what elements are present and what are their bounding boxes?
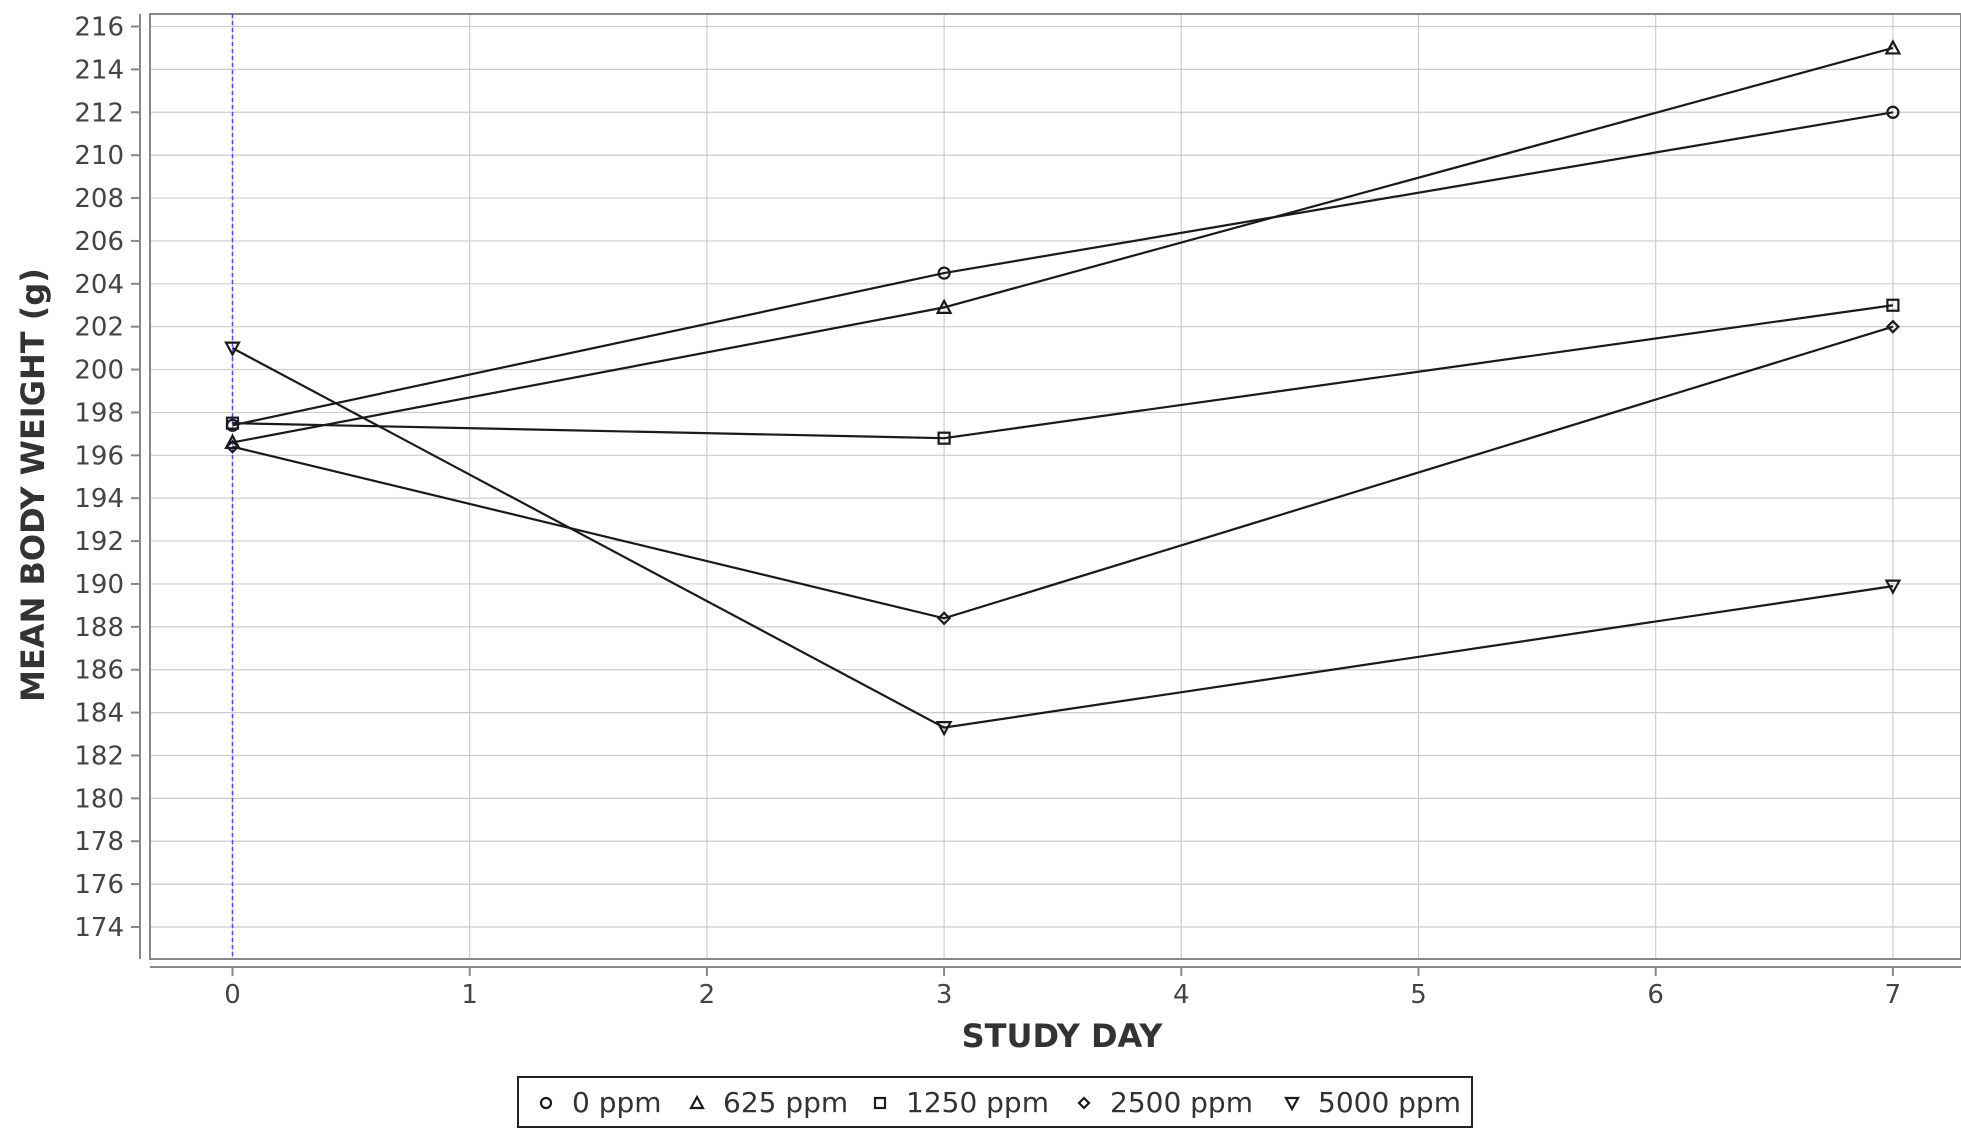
x-tick-label: 2: [699, 980, 716, 1010]
y-tick-label: 214: [74, 55, 124, 85]
y-tick-label: 204: [74, 270, 124, 300]
legend-label: 0 ppm: [572, 1086, 662, 1119]
legend-label: 5000 ppm: [1318, 1086, 1461, 1119]
y-tick-label: 196: [74, 441, 124, 471]
y-tick-label: 180: [74, 784, 124, 814]
x-tick-label: 1: [461, 980, 478, 1010]
x-tick-label: 7: [1885, 980, 1902, 1010]
y-tick-label: 200: [74, 356, 124, 386]
legend-label: 1250 ppm: [906, 1086, 1049, 1119]
data-point: [935, 298, 953, 314]
y-tick-label: 202: [74, 313, 124, 343]
series-5000-ppm: [224, 341, 1902, 737]
data-point: [1884, 579, 1902, 595]
legend-marker-icon: [1284, 1096, 1300, 1112]
data-point: [1886, 105, 1900, 119]
y-tick-label: 192: [74, 527, 124, 557]
legend-box: [517, 1076, 1473, 1128]
y-tick-label: 176: [74, 870, 124, 900]
y-axis-ticks: 174 176 178 180 182 184 186 188 190 192 194 196 198 2…: [74, 13, 140, 943]
data-point: [937, 611, 952, 626]
y-tick-label: 186: [74, 656, 124, 686]
legend-label: 2500 ppm: [1110, 1086, 1253, 1119]
legend-marker-icon: [689, 1094, 705, 1110]
data-point: [225, 439, 240, 454]
y-tick-label: 194: [74, 484, 124, 514]
y-tick-label: 174: [74, 913, 124, 943]
legend-item: 0 ppm: [539, 1086, 662, 1119]
data-point: [224, 341, 241, 357]
x-tick-label: 4: [1173, 980, 1190, 1010]
series-625-ppm: [224, 39, 1902, 450]
x-axis-title: STUDY DAY: [962, 1017, 1164, 1055]
grid-lines: [150, 14, 1961, 959]
x-axis-ticks: 0 1 2 3 4 5 6 7: [224, 967, 1901, 1010]
y-tick-label: 208: [74, 184, 124, 214]
series-2500-ppm: [225, 319, 1900, 626]
y-tick-label: 210: [74, 141, 124, 171]
data-point: [1885, 319, 1900, 334]
legend-item: 625 ppm: [689, 1086, 848, 1119]
x-tick-label: 5: [1410, 980, 1427, 1010]
y-tick-label: 216: [74, 13, 124, 43]
legend-label: 625 ppm: [723, 1086, 848, 1119]
data-point: [937, 431, 951, 445]
series-line: [231, 347, 1894, 729]
y-tick-label: 206: [74, 227, 124, 257]
y-tick-label: 184: [74, 699, 124, 729]
x-tick-label: 6: [1647, 980, 1664, 1010]
series-1250-ppm: [225, 298, 1900, 445]
data-point: [224, 433, 241, 450]
series-line: [232, 46, 1894, 444]
legend-marker-icon: [539, 1096, 553, 1110]
legend-marker-icon: [873, 1096, 887, 1110]
x-tick-label: 0: [224, 980, 241, 1010]
data-point: [225, 416, 240, 430]
legend-item: 5000 ppm: [1284, 1086, 1461, 1119]
legend-item: 1250 ppm: [873, 1086, 1049, 1119]
data-point: [935, 721, 953, 737]
y-tick-label: 212: [74, 98, 124, 128]
series-line: [232, 325, 1894, 620]
y-axis-title: MEAN BODY WEIGHT (g): [14, 268, 52, 702]
legend: 0 ppm 625 ppm 1250 ppm 2500 ppm 5000 ppm: [517, 1076, 1473, 1128]
plot-area-border: [149, 13, 1961, 960]
legend-item: 2500 ppm: [1077, 1086, 1253, 1119]
y-tick-label: 182: [74, 741, 124, 771]
series-line: [232, 304, 1894, 440]
y-tick-label: 198: [74, 398, 124, 428]
y-tick-label: 178: [74, 827, 124, 857]
data-point: [1884, 39, 1902, 55]
series-line: [232, 111, 1894, 427]
data-point: [1886, 298, 1900, 312]
y-tick-label: 188: [74, 613, 124, 643]
legend-marker-icon: [1077, 1096, 1091, 1110]
x-tick-label: 3: [936, 980, 953, 1010]
data-point: [937, 266, 951, 280]
data-series: [224, 39, 1902, 737]
y-tick-label: 190: [74, 570, 124, 600]
